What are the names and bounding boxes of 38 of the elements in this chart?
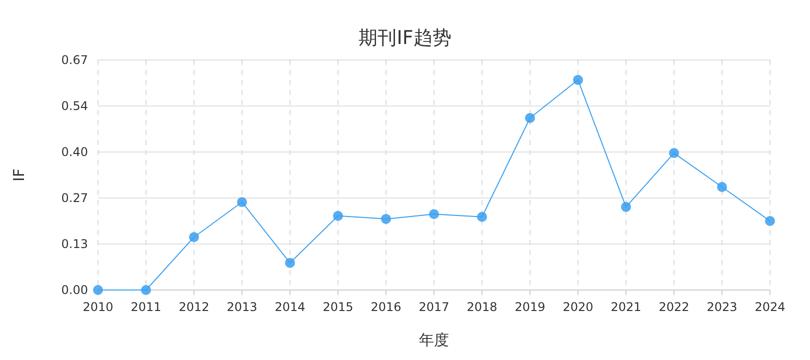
point: [669, 148, 679, 158]
point: [189, 232, 199, 242]
x-tick-label: 2016: [370, 300, 402, 314]
x-tick-label: 2018: [466, 300, 498, 314]
point: [525, 113, 535, 124]
x-tick-label: 2012: [178, 300, 210, 314]
y-tick-label: 0.13: [61, 237, 88, 251]
y-tick-label: 0.67: [61, 53, 88, 67]
chart-title: 期刊IF趋势: [358, 27, 452, 49]
x-tick-label: 2015: [322, 300, 354, 314]
point: [765, 216, 775, 226]
point: [477, 212, 487, 222]
x-tick-label: 2020: [562, 300, 594, 314]
x-tick-label: 2013: [226, 300, 258, 314]
y-tick-label: 0.00: [61, 283, 88, 297]
x-tick-label: 2014: [274, 300, 306, 314]
point: [285, 258, 295, 268]
x-tick-label: 2010: [82, 300, 114, 314]
point: [381, 214, 391, 224]
x-tick-label: 2021: [610, 300, 642, 314]
point: [237, 197, 247, 208]
x-tick-label: 2019: [514, 300, 546, 314]
point: [621, 202, 631, 212]
point: [333, 210, 343, 221]
y-tick-label: 0.54: [61, 99, 88, 113]
point: [573, 74, 583, 85]
y-axis-title: IF: [10, 168, 28, 182]
point: [429, 209, 439, 220]
y-tick-label: 0.27: [61, 191, 88, 205]
y-tick-label: 0.40: [61, 145, 88, 159]
x-tick-label: 2017: [418, 300, 450, 314]
x-tick-label: 2023: [706, 300, 738, 314]
x-tick-label: 2024: [754, 300, 786, 314]
point: [141, 285, 151, 295]
point: [717, 182, 727, 192]
x-tick-label: 2011: [130, 300, 162, 314]
x-tick-label: 2022: [658, 300, 690, 314]
x-axis-title: 年度: [419, 331, 449, 349]
